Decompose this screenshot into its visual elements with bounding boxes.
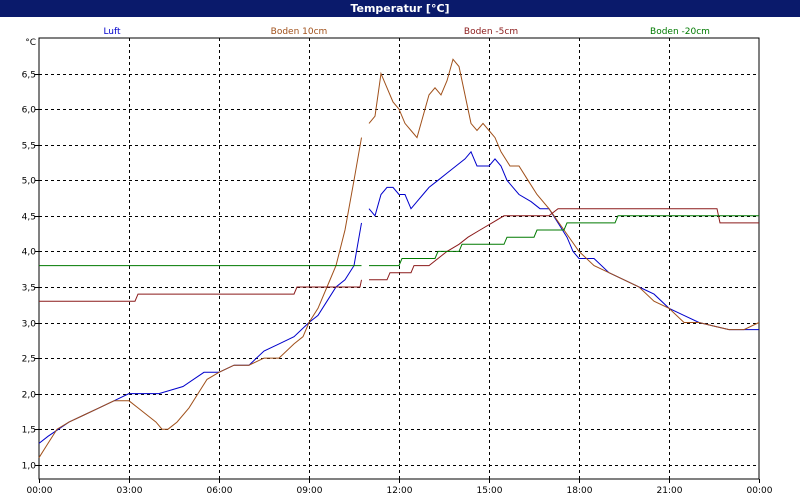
y-tick-label: 5,5 [22, 142, 36, 152]
series-line [38, 137, 362, 458]
x-tick-time: 00:00 [747, 486, 773, 496]
legend-entry: Boden -20cm [650, 27, 710, 37]
legend: Luft Boden 10cm Boden -5cm Boden -20cm [103, 27, 710, 37]
x-tick-time: 12:00 [387, 486, 413, 496]
y-tick-label: 1,0 [22, 462, 37, 472]
legend-entry: Boden 10cm [271, 27, 328, 37]
series-line [369, 215, 759, 267]
y-tick-label: 6,0 [22, 106, 37, 116]
y-axis: 1,0 1,5 2,0 2,5 3,0 3,5 4,0 4,5 5,0 5,5 6,0 6,5 °C [22, 38, 39, 472]
x-tick-time: 09:00 [297, 486, 323, 496]
temperature-chart: 1,0 1,5 2,0 2,5 3,0 3,5 4,0 4,5 5,0 5,5 6,0 6,5 °C 0… [22, 27, 773, 496]
y-tick-label: 2,0 [22, 391, 37, 401]
x-tick-time: 00:00 [27, 486, 53, 496]
series-line [369, 208, 759, 281]
y-tick-label: 1,5 [22, 426, 36, 436]
x-tick-time: 21:00 [657, 486, 683, 496]
y-axis-unit: °C [25, 38, 36, 48]
series-lines [38, 58, 760, 458]
x-tick-time: 03:00 [117, 486, 143, 496]
legend-entry: Luft [103, 27, 121, 37]
x-tick-time: 18:00 [567, 486, 593, 496]
y-tick-label: 4,5 [22, 213, 36, 223]
x-tick-time: 15:00 [477, 486, 503, 496]
y-tick-label: 6,5 [22, 71, 36, 81]
y-tick-label: 3,0 [22, 320, 37, 330]
legend-entry: Boden -5cm [464, 27, 518, 37]
y-tick-label: 2,5 [22, 355, 36, 365]
chart-title: Temperatur [°C] [0, 0, 800, 17]
series-line [368, 58, 760, 331]
x-axis: 00:0001.02.2103:0001.02.2106:0001.02.210… [27, 479, 773, 496]
y-tick-label: 3,5 [22, 284, 36, 294]
y-tick-label: 4,0 [22, 248, 37, 258]
x-tick-time: 06:00 [207, 486, 233, 496]
series-line [368, 150, 759, 331]
y-tick-label: 5,0 [22, 177, 37, 187]
series-line [39, 279, 362, 302]
